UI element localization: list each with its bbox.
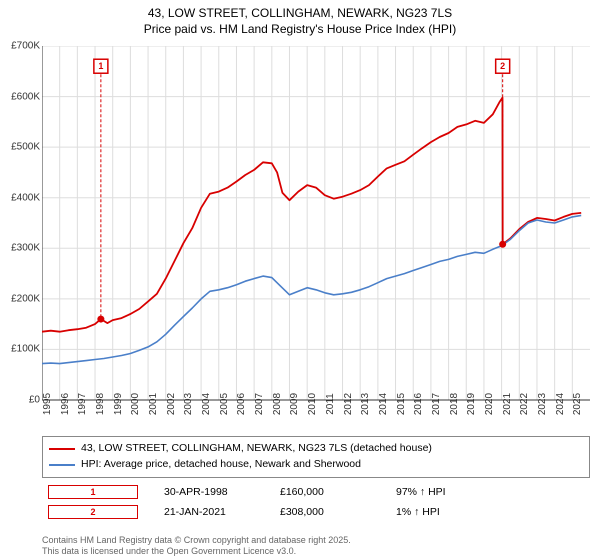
marker-delta: 97% ↑ HPI [396, 486, 486, 498]
x-tick-label: 2012 [343, 393, 354, 415]
title-line-2: Price paid vs. HM Land Registry's House … [0, 22, 600, 38]
x-tick-label: 2008 [272, 393, 283, 415]
marker-date: 21-JAN-2021 [164, 506, 254, 518]
svg-text:1: 1 [98, 61, 103, 71]
marker-date: 30-APR-1998 [164, 486, 254, 498]
chart-svg: 12 [42, 46, 590, 426]
x-tick-label: 2000 [130, 393, 141, 415]
marker-badge: 1 [48, 485, 138, 499]
y-tick-label: £200K [0, 293, 40, 304]
legend-box: 43, LOW STREET, COLLINGHAM, NEWARK, NG23… [42, 436, 590, 478]
legend-label: 43, LOW STREET, COLLINGHAM, NEWARK, NG23… [81, 441, 432, 457]
x-tick-label: 2018 [449, 393, 460, 415]
y-tick-label: £600K [0, 91, 40, 102]
title-line-1: 43, LOW STREET, COLLINGHAM, NEWARK, NG23… [0, 6, 600, 22]
marker-delta: 1% ↑ HPI [396, 506, 486, 518]
x-tick-label: 2002 [166, 393, 177, 415]
license-text: Contains HM Land Registry data © Crown c… [42, 535, 590, 558]
chart-area: 12 [42, 46, 590, 426]
x-tick-label: 2021 [502, 393, 513, 415]
legend-label: HPI: Average price, detached house, Newa… [81, 457, 361, 473]
x-tick-label: 2014 [378, 393, 389, 415]
y-tick-label: £500K [0, 142, 40, 153]
x-tick-label: 2011 [325, 393, 336, 415]
x-tick-label: 2022 [519, 393, 530, 415]
x-tick-label: 2023 [537, 393, 548, 415]
x-tick-label: 1998 [95, 393, 106, 415]
x-tick-label: 1996 [60, 393, 71, 415]
marker-badge: 2 [48, 505, 138, 519]
marker-row: 1 30-APR-1998 £160,000 97% ↑ HPI [42, 482, 590, 502]
x-tick-label: 2015 [396, 393, 407, 415]
x-tick-label: 2016 [413, 393, 424, 415]
x-tick-label: 2025 [572, 393, 583, 415]
y-tick-label: £0 [0, 395, 40, 406]
legend-row: HPI: Average price, detached house, Newa… [49, 457, 583, 473]
x-tick-label: 2007 [254, 393, 265, 415]
x-tick-label: 2005 [219, 393, 230, 415]
marker-price: £160,000 [280, 486, 370, 498]
svg-text:2: 2 [500, 61, 505, 71]
x-tick-label: 1995 [42, 393, 53, 415]
marker-price: £308,000 [280, 506, 370, 518]
legend-row: 43, LOW STREET, COLLINGHAM, NEWARK, NG23… [49, 441, 583, 457]
marker-table: 1 30-APR-1998 £160,000 97% ↑ HPI 2 21-JAN-202… [42, 482, 590, 522]
x-tick-label: 2020 [484, 393, 495, 415]
x-tick-label: 2024 [555, 393, 566, 415]
title-block: 43, LOW STREET, COLLINGHAM, NEWARK, NG23… [0, 0, 600, 37]
y-tick-label: £700K [0, 41, 40, 52]
x-tick-label: 1997 [77, 393, 88, 415]
y-tick-label: £400K [0, 192, 40, 203]
x-tick-label: 2009 [289, 393, 300, 415]
y-tick-label: £100K [0, 344, 40, 355]
legend-swatch [49, 464, 75, 466]
marker-row: 2 21-JAN-2021 £308,000 1% ↑ HPI [42, 502, 590, 522]
y-tick-label: £300K [0, 243, 40, 254]
x-tick-label: 1999 [113, 393, 124, 415]
x-tick-label: 2013 [360, 393, 371, 415]
x-tick-label: 2003 [183, 393, 194, 415]
x-tick-label: 2006 [236, 393, 247, 415]
license-line-2: This data is licensed under the Open Gov… [42, 546, 590, 557]
chart-container: 43, LOW STREET, COLLINGHAM, NEWARK, NG23… [0, 0, 600, 560]
x-tick-label: 2004 [201, 393, 212, 415]
license-line-1: Contains HM Land Registry data © Crown c… [42, 535, 590, 546]
x-tick-label: 2001 [148, 393, 159, 415]
x-tick-label: 2019 [466, 393, 477, 415]
x-tick-label: 2010 [307, 393, 318, 415]
x-tick-label: 2017 [431, 393, 442, 415]
legend-swatch [49, 448, 75, 450]
